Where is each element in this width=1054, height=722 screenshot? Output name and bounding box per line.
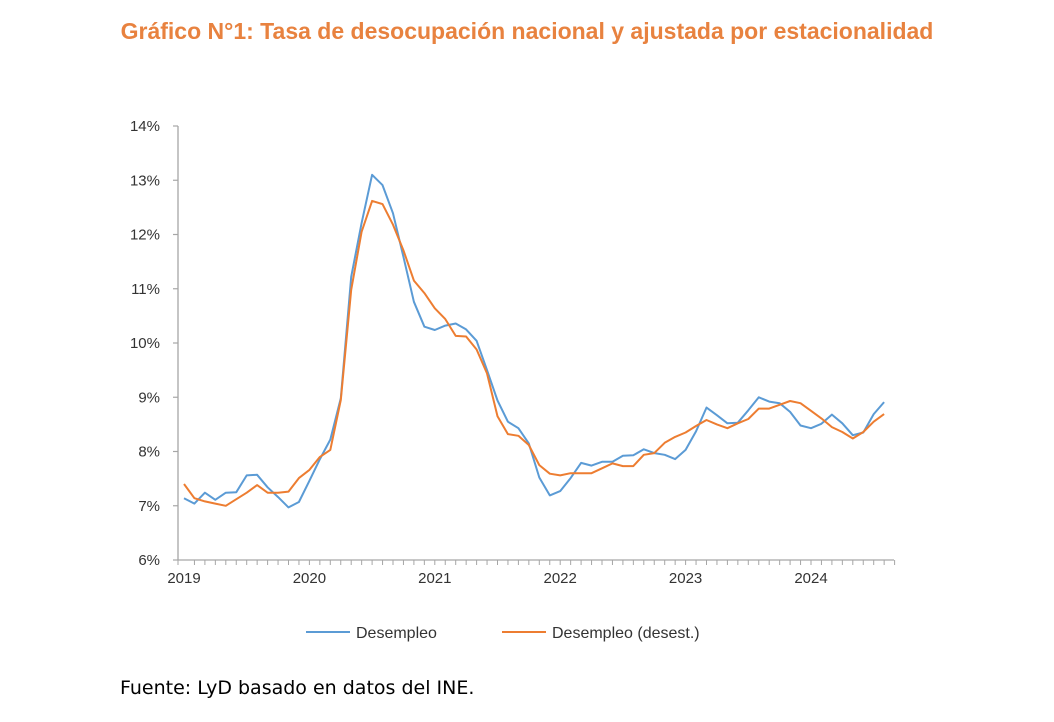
y-tick-label: 10% (130, 335, 160, 352)
x-tick-label: 2021 (418, 570, 451, 587)
x-tick-label: 2023 (669, 570, 702, 587)
y-tick-label: 13% (130, 172, 160, 189)
x-tick-label: 2019 (167, 570, 200, 587)
source-note: Fuente: LyD basado en datos del INE. (120, 677, 475, 699)
y-tick-label: 12% (130, 227, 160, 244)
y-tick-label: 11% (131, 281, 160, 298)
legend-label: Desempleo (356, 625, 437, 642)
x-tick-label: 2020 (293, 570, 326, 587)
x-tick-label: 2022 (544, 570, 577, 587)
legend-label: Desempleo (desest.) (552, 625, 700, 642)
y-tick-label: 6% (138, 552, 160, 569)
y-tick-label: 9% (138, 389, 160, 406)
x-tick-label: 2024 (794, 570, 827, 587)
series-line-desempleo (183, 173, 885, 509)
y-tick-label: 7% (138, 498, 160, 515)
series-line-desempleo-desest (183, 199, 885, 507)
y-tick-label: 8% (138, 444, 160, 461)
chart-title: Gráfico N°1: Tasa de desocupación nacion… (120, 18, 934, 44)
y-tick-label: 14% (130, 118, 160, 135)
